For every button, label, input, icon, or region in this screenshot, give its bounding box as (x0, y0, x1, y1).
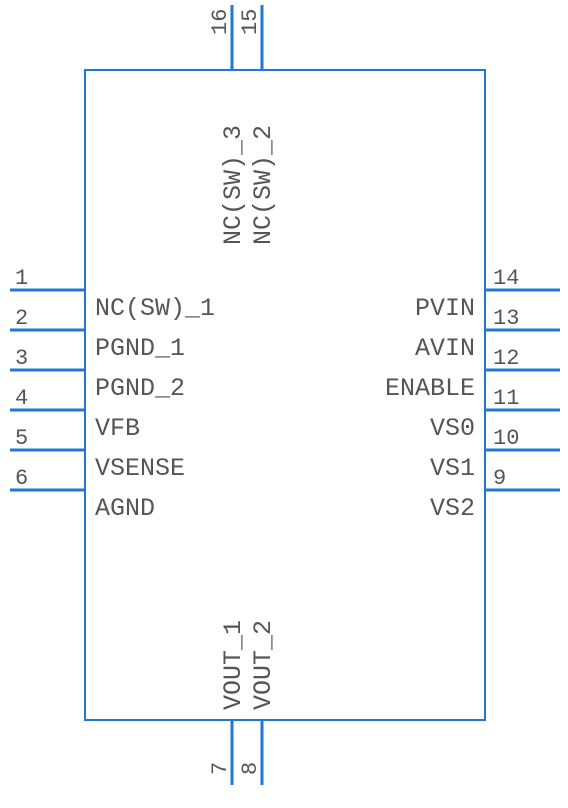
pin-label-4: VFB (95, 414, 140, 443)
pin-number-3: 3 (15, 346, 28, 371)
pin-number-13: 13 (493, 306, 519, 331)
pin-number-9: 9 (493, 466, 506, 491)
pin-label-13: AVIN (415, 334, 475, 363)
pin-label-8: VOUT_2 (249, 620, 278, 710)
pin-number-15: 15 (238, 9, 263, 35)
pin-number-10: 10 (493, 426, 519, 451)
pin-label-7: VOUT_1 (219, 620, 248, 710)
pin-label-16: NC(SW)_3 (219, 125, 248, 245)
pin-number-11: 11 (493, 386, 519, 411)
pin-number-5: 5 (15, 426, 28, 451)
pin-label-14: PVIN (415, 294, 475, 323)
pin-label-10: VS1 (430, 454, 475, 483)
pin-label-11: VS0 (430, 414, 475, 443)
pin-number-1: 1 (15, 266, 28, 291)
pin-label-2: PGND_1 (95, 334, 185, 363)
pin-label-5: VSENSE (95, 454, 185, 483)
pin-number-16: 16 (208, 9, 233, 35)
pin-number-7: 7 (208, 762, 233, 775)
pin-label-6: AGND (95, 494, 155, 523)
pin-number-14: 14 (493, 266, 519, 291)
pin-label-1: NC(SW)_1 (95, 294, 215, 323)
pin-number-12: 12 (493, 346, 519, 371)
pin-label-3: PGND_2 (95, 374, 185, 403)
pin-number-4: 4 (15, 386, 28, 411)
pin-label-15: NC(SW)_2 (249, 125, 278, 245)
pin-label-9: VS2 (430, 494, 475, 523)
pin-number-8: 8 (238, 762, 263, 775)
ic-pinout-diagram: 1 NC(SW)_1 2 PGND_1 3 PGND_2 4 VFB 5 VSENSE 6 AGND 1… (0, 0, 568, 808)
pin-number-2: 2 (15, 306, 28, 331)
pin-label-12: ENABLE (385, 374, 475, 403)
pin-number-6: 6 (15, 466, 28, 491)
